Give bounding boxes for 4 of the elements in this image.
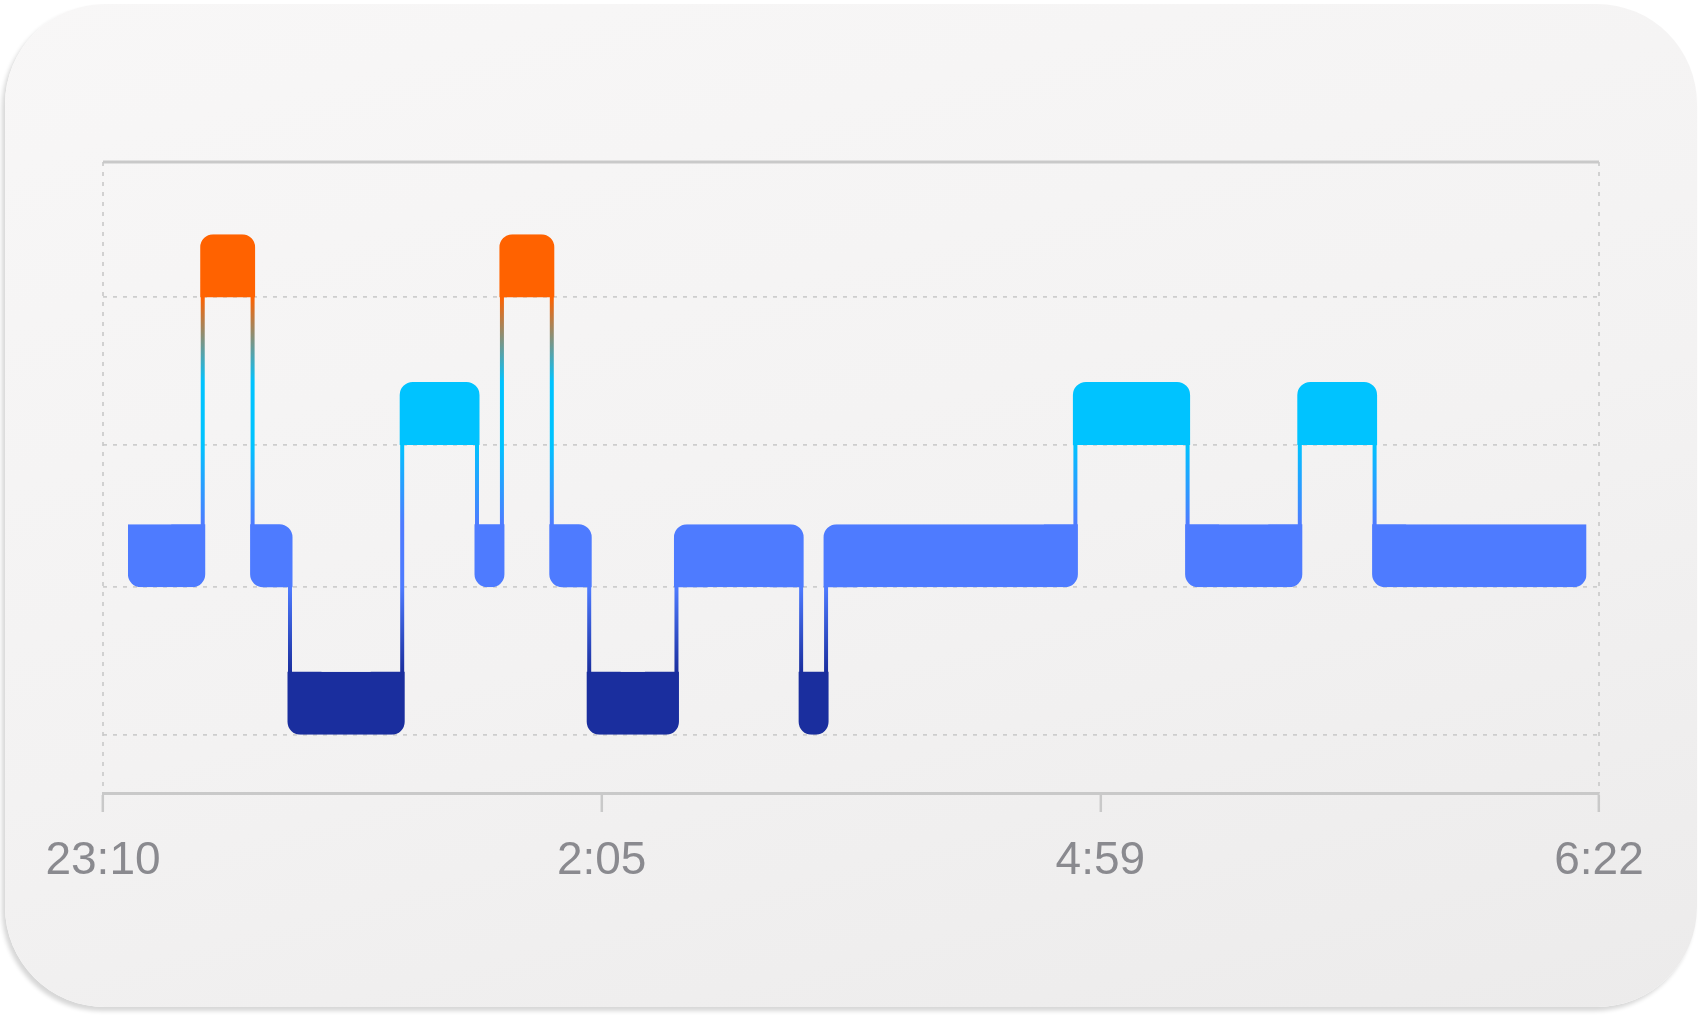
x-tick-label: 4:59 bbox=[1055, 832, 1146, 885]
x-tick-label: 23:10 bbox=[45, 832, 161, 885]
x-tick-label: 2:05 bbox=[556, 832, 647, 885]
x-tick-label: 6:22 bbox=[1554, 832, 1644, 885]
